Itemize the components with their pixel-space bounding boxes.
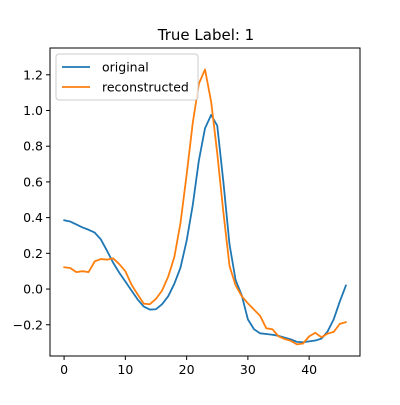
x-tick-label: 20 (179, 362, 195, 377)
y-tick-label: 1.0 (23, 103, 43, 118)
y-tick-label: 0.4 (23, 210, 43, 225)
y-tick-label: 1.2 (23, 67, 43, 82)
x-tick-label: 10 (117, 362, 133, 377)
legend-label-original: original (102, 60, 149, 75)
axes-layer: 0 10 20 30 40 −0.2 0.0 0.2 0.4 0.6 0.8 1.0 1.2 (13, 47, 361, 377)
x-tick-label: 0 (60, 362, 68, 377)
x-tick-label: 30 (240, 362, 256, 377)
x-tick-label: 40 (301, 362, 317, 377)
y-tick-label: 0.2 (23, 246, 43, 261)
y-tick-label: 0.0 (23, 282, 43, 297)
y-tick-label: 0.6 (23, 174, 43, 189)
plot-frame (49, 47, 361, 357)
series-line-original (63, 114, 347, 344)
legend-box (55, 53, 199, 101)
legend-label-reconstructed: reconstructed (102, 80, 189, 95)
series-layer (63, 68, 347, 346)
legend: original reconstructed (55, 53, 199, 101)
series-line-reconstructed (63, 68, 347, 346)
y-tick-label: −0.2 (13, 317, 43, 332)
chart-title: True Label: 1 (157, 26, 254, 44)
y-tick-label: 0.8 (23, 139, 43, 154)
